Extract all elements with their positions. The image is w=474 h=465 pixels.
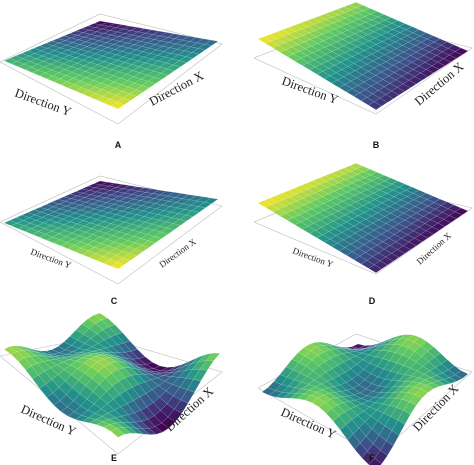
surface-facet: [204, 197, 219, 204]
panel-b-letter: B: [373, 140, 380, 150]
panel-e: Direction Y Direction X E: [0, 313, 223, 463]
panel-a: Direction Y Direction X A: [0, 13, 223, 150]
surface-a: [0, 13, 223, 125]
surface-facet: [205, 352, 221, 361]
surface-c: [0, 175, 223, 285]
surface-facet: [455, 370, 469, 379]
panel-c: Direction Y Direction X C: [0, 175, 223, 306]
panel-c-letter: C: [111, 296, 118, 306]
surface-f: [257, 333, 473, 465]
panel-d: Direction Y Direction X D: [253, 163, 473, 306]
surface-facet: [204, 39, 219, 46]
surface-e: [0, 313, 223, 455]
panel-f: Direction Y Direction X F: [257, 333, 473, 465]
panel-f-letter: F: [369, 453, 375, 463]
surface-d: [253, 163, 473, 275]
surface-facet: [454, 207, 469, 216]
panel-d-letter: D: [369, 296, 376, 306]
panel-a-letter: A: [115, 140, 122, 150]
surface-facet: [454, 47, 469, 55]
panel-b: Direction Y Direction X B: [253, 2, 473, 150]
panel-e-letter: E: [111, 453, 117, 463]
surface-b: [253, 2, 473, 115]
